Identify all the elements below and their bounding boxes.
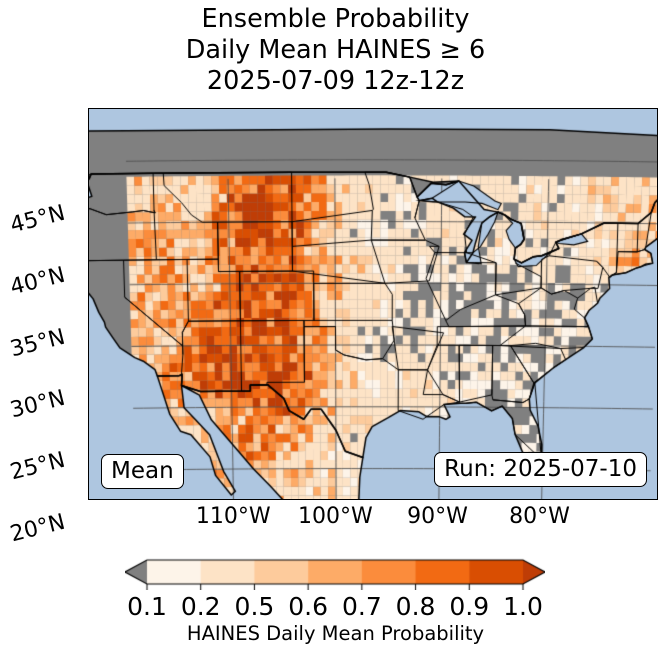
colorbar-tick-labels: 0.1 0.2 0.5 0.6 0.7 0.8 0.9 1.0 — [125, 592, 545, 622]
lat-tick-25: 25°N — [7, 447, 68, 486]
colorbar-tick-0-2: 0.2 — [180, 592, 221, 621]
colorbar-tick-0-1: 0.1 — [127, 592, 167, 621]
lon-tick-80: 80°W — [509, 504, 570, 529]
colorbar-tick-0-9: 0.9 — [449, 592, 490, 621]
title-line-2: Daily Mean HAINES ≥ 6 — [185, 35, 486, 65]
lat-tick-30: 30°N — [7, 385, 68, 424]
probability-heatmap — [89, 109, 657, 499]
colorbar: 0.1 0.2 0.5 0.6 0.7 0.8 0.9 1.0 HAINES Daily Me… — [0, 552, 671, 658]
lon-tick-90: 90°W — [407, 504, 468, 529]
lat-tick-45: 45°N — [7, 200, 68, 239]
colorbar-tick-0-5: 0.5 — [234, 592, 275, 621]
title-line-1: Ensemble Probability — [201, 4, 470, 34]
colorbar-gradient — [125, 556, 545, 590]
map-annotation-mean: Mean — [101, 454, 184, 489]
title-line-3: 2025-07-09 12z-12z — [206, 66, 465, 96]
lat-tick-20: 20°N — [7, 509, 68, 548]
colorbar-tick-0-6: 0.6 — [288, 592, 329, 621]
colorbar-tick-1-0: 1.0 — [503, 592, 543, 621]
figure-title: Ensemble Probability Daily Mean HAINES ≥… — [0, 4, 671, 97]
map-annotation-run: Run: 2025-07-10 — [434, 452, 647, 487]
lon-tick-110: 110°W — [195, 504, 271, 529]
lat-tick-35: 35°N — [7, 324, 68, 362]
lat-tick-40: 40°N — [7, 262, 68, 301]
lon-tick-100: 100°W — [298, 504, 373, 529]
colorbar-tick-0-7: 0.7 — [341, 592, 382, 621]
colorbar-axis-label: HAINES Daily Mean Probability — [186, 622, 485, 645]
colorbar-tick-0-8: 0.8 — [395, 592, 436, 621]
map-panel[interactable]: Mean Run: 2025-07-10 — [88, 108, 658, 500]
